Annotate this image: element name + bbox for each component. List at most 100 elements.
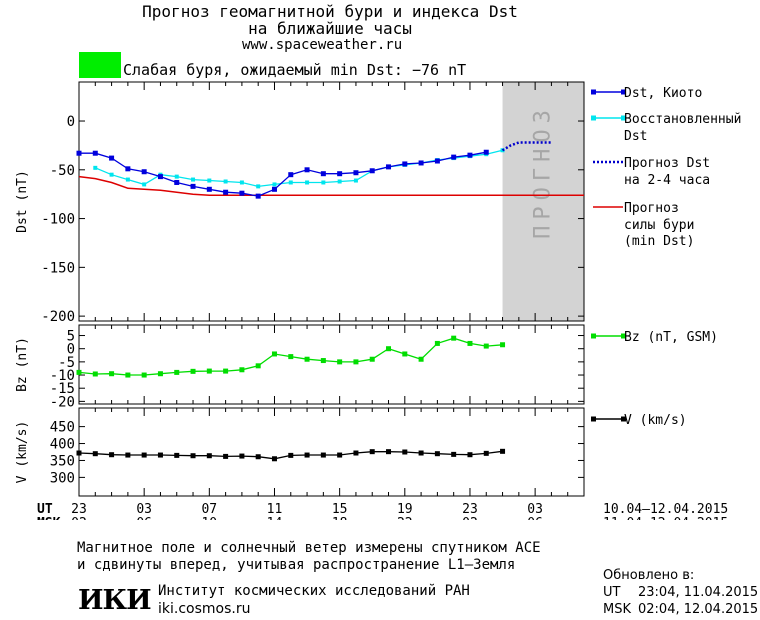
panel-frame (78, 324, 585, 405)
updated-msk-label: MSK (603, 602, 631, 617)
data-point (142, 182, 147, 187)
panel-frame (78, 407, 585, 497)
updated-ut-label: UT (603, 585, 621, 600)
msk-axis-label: MSK (37, 516, 61, 520)
msk-tick-label: 06 (527, 516, 543, 520)
data-point (288, 354, 294, 360)
data-point (320, 171, 326, 177)
legend-marker (591, 416, 596, 422)
msk-date-range: 11.04–12.04.2015 (603, 516, 728, 520)
msk-tick-label: 02 (71, 516, 87, 520)
data-point (451, 451, 457, 457)
data-point (125, 452, 131, 458)
data-point (271, 186, 277, 192)
data-point (467, 340, 473, 346)
data-point (337, 171, 343, 177)
data-point (500, 342, 506, 348)
y-tick-label: -15 (50, 381, 75, 397)
data-point (337, 359, 343, 365)
data-point (190, 453, 196, 459)
ut-tick-label: 07 (201, 502, 217, 517)
data-point (223, 179, 228, 184)
data-point (109, 371, 115, 377)
data-point (239, 190, 245, 196)
y-tick-label: -50 (50, 163, 75, 179)
legend-marker (591, 115, 596, 121)
data-point (320, 452, 326, 458)
legend-label: Прогноз (624, 201, 679, 216)
institute-url[interactable]: iki.cosmos.ru (158, 601, 251, 617)
legend-label: Прогноз Dst (624, 156, 710, 171)
data-point (386, 346, 392, 352)
data-point (256, 184, 261, 189)
data-point (451, 154, 457, 160)
data-point (93, 165, 98, 170)
msk-tick-label: 10 (201, 516, 217, 520)
legend-label: Восстановленный (624, 112, 741, 127)
data-point (109, 155, 115, 161)
data-point (206, 453, 212, 459)
data-point (353, 450, 359, 456)
y-tick-label: 300 (50, 470, 75, 486)
y-tick-label: -150 (41, 260, 75, 276)
data-point (467, 452, 473, 458)
msk-tick-label: 18 (332, 516, 348, 520)
data-point (369, 356, 375, 362)
data-point (304, 356, 310, 362)
legend-marker (621, 333, 626, 339)
series-line (78, 175, 584, 196)
data-point (174, 179, 180, 185)
data-point (321, 180, 326, 185)
data-point (418, 160, 424, 166)
series-line (95, 149, 503, 188)
data-point (418, 450, 424, 456)
updated-ut-value: 23:04, 11.04.2015 (638, 585, 759, 600)
data-point (223, 189, 229, 195)
ut-tick-label: 23 (462, 502, 478, 517)
y-tick-label: -200 (41, 309, 75, 325)
data-point (353, 359, 359, 365)
chart-title-line1: Прогноз геомагнитной бури и индекса Dst (142, 2, 518, 21)
data-point (92, 451, 98, 457)
msk-tick-label: 06 (136, 516, 152, 520)
ut-tick-label: 11 (267, 502, 283, 517)
legend-label: (min Dst) (624, 234, 694, 249)
legend-marker (591, 89, 596, 95)
data-point (337, 452, 343, 458)
data-point (76, 150, 82, 156)
legend-label: на 2-4 часа (624, 173, 710, 188)
data-point (483, 149, 489, 155)
legend-marker (621, 89, 626, 95)
forecast-band (502, 82, 584, 321)
y-tick-label: 350 (50, 453, 75, 469)
y-axis-label: Dst (nT) (15, 170, 30, 233)
chart-title-line2: на ближайшие часы (248, 19, 412, 38)
data-point (174, 174, 179, 179)
ut-tick-label: 03 (527, 502, 543, 517)
panel-frame (78, 81, 585, 322)
site-url[interactable]: www.spaceweather.ru (242, 37, 403, 53)
data-point (402, 351, 408, 357)
data-point (500, 448, 506, 454)
data-point (288, 180, 293, 185)
data-point (157, 452, 163, 458)
data-point (109, 452, 115, 458)
y-tick-label: -20 (50, 394, 75, 410)
data-point (141, 169, 147, 175)
data-point (434, 451, 440, 457)
data-point (337, 179, 342, 184)
y-tick-label: 0 (67, 342, 75, 358)
y-tick-label: -10 (50, 368, 75, 384)
data-point (92, 371, 98, 377)
legend-marker (621, 115, 626, 121)
note-line1: Магнитное поле и солнечный ветер измерен… (77, 540, 541, 556)
y-tick-label: 400 (50, 437, 75, 453)
data-point (434, 158, 440, 164)
data-point (239, 453, 245, 459)
ut-tick-label: 19 (397, 502, 413, 517)
data-point (76, 369, 82, 375)
data-point (157, 371, 163, 377)
series-line (79, 151, 487, 197)
data-point (271, 351, 277, 357)
